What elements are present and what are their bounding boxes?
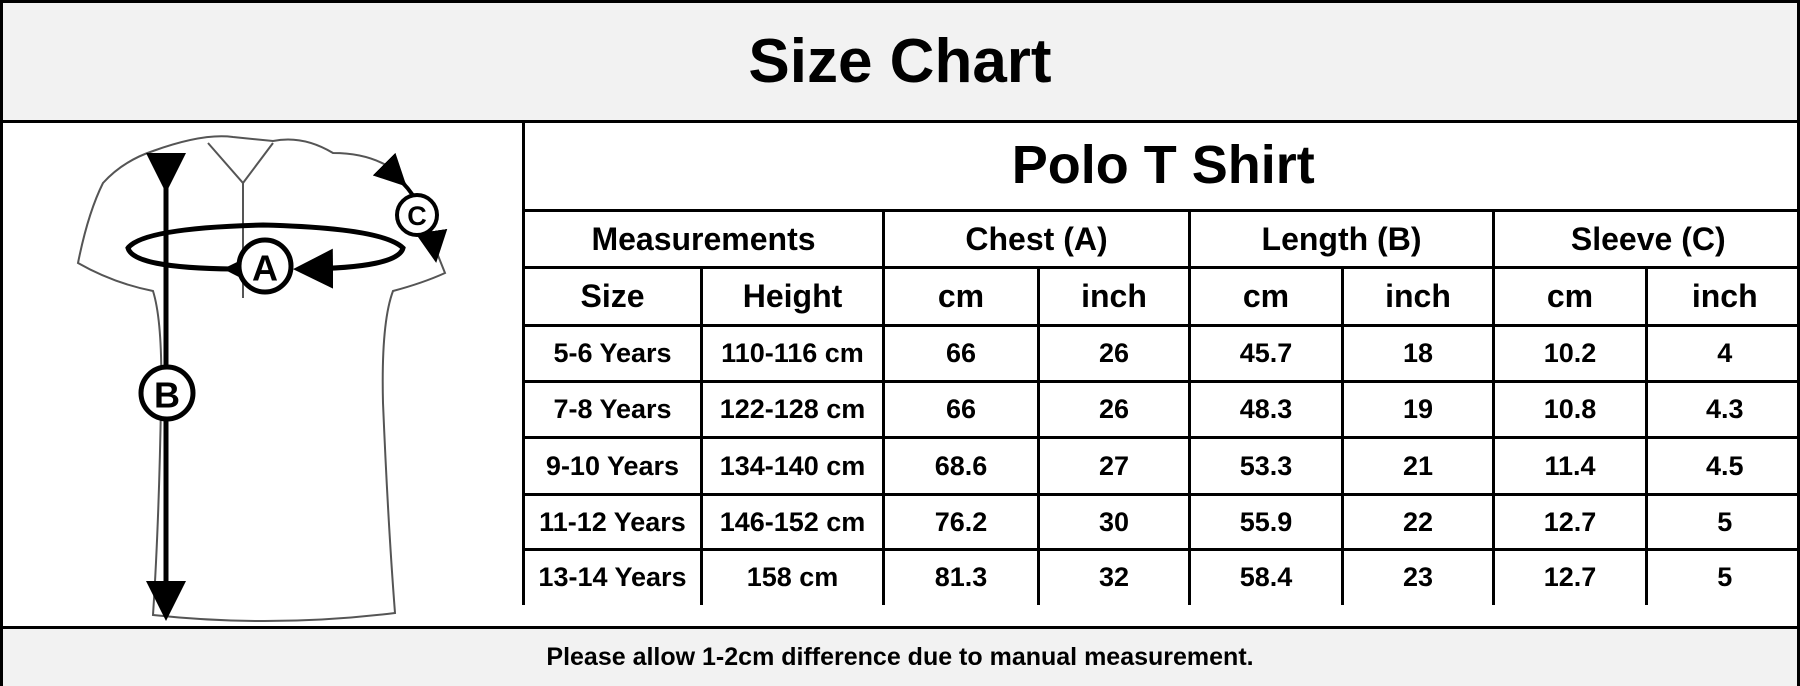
table-cell: 76.2 [882,493,1040,551]
table-cell: 146-152 cm [700,493,885,551]
table-cell: 11.4 [1492,436,1648,496]
table-row: 7-8 Years 122-128 cm 66 26 48.3 19 10.8 4.3 [522,380,1800,439]
table-cell: 26 [1037,380,1191,439]
table-cell: 158 cm [700,548,885,605]
table-row: Size Height cm inch cm inch cm inch [522,266,1800,327]
label-a: A [252,248,278,289]
table-cell: 134-140 cm [700,436,885,496]
table-cell: 27 [1037,436,1191,496]
group-header: Measurements [522,209,885,269]
table-row: Measurements Chest (A) Length (B) Sleeve (C… [522,209,1800,269]
table-cell: 7-8 Years [522,380,703,439]
table-cell: 18 [1341,324,1495,383]
label-circle [395,193,439,237]
table-row: 5-6 Years 110-116 cm 66 26 45.7 18 10.2 4 [522,324,1800,383]
table-cell: 5 [1645,493,1800,551]
table-cell: 122-128 cm [700,380,885,439]
table-cell: 13-14 Years [522,548,703,605]
group-header: Chest (A) [882,209,1191,269]
table-cell: 81.3 [882,548,1040,605]
column-header: cm [1188,266,1344,327]
column-header: Height [700,266,885,327]
table-cell: 58.4 [1188,548,1344,605]
table-cell: 4.3 [1645,380,1800,439]
table-cell: 12.7 [1492,493,1648,551]
shirt-outline [76,135,447,623]
column-header: inch [1037,266,1191,327]
label-c: C [407,201,427,231]
table-cell: 66 [882,324,1040,383]
table-cell: 4.5 [1645,436,1800,496]
label-circle [236,237,294,295]
column-header: cm [882,266,1040,327]
group-header: Length (B) [1188,209,1495,269]
footer-note: Please allow 1-2cm difference due to man… [3,626,1797,686]
column-header: inch [1341,266,1495,327]
label-b: B [154,375,180,416]
table-cell: 4 [1645,324,1800,383]
table-cell: 19 [1341,380,1495,439]
column-header: Size [522,266,703,327]
table-cell: 45.7 [1188,324,1344,383]
table-title: Polo T Shirt [522,120,1800,212]
table-cell: 23 [1341,548,1495,605]
title: Size Chart [3,3,1797,123]
table-row: Polo T Shirt [522,120,1800,212]
table-cell: 5 [1645,548,1800,605]
table-row: 11-12 Years 146-152 cm 76.2 30 55.9 22 12.7 5 [522,493,1800,551]
table-row: 13-14 Years 158 cm 81.3 32 58.4 23 12.7 5 [522,548,1800,605]
size-table: Polo T Shirt Measurements Chest (A) Length … [522,120,1800,605]
table-cell: 110-116 cm [700,324,885,383]
label-circle [138,364,196,422]
table-row: 9-10 Years 134-140 cm 68.6 27 53.3 21 11.4 4.5 [522,436,1800,496]
shirt-diagram: A B C [76,135,448,623]
table-cell: 12.7 [1492,548,1648,605]
column-header: inch [1645,266,1800,327]
group-header: Sleeve (C) [1492,209,1800,269]
table-cell: 10.8 [1492,380,1648,439]
table-cell: 10.2 [1492,324,1648,383]
column-header: cm [1492,266,1648,327]
table-cell: 55.9 [1188,493,1344,551]
table-cell: 30 [1037,493,1191,551]
table-cell: 26 [1037,324,1191,383]
table-cell: 48.3 [1188,380,1344,439]
table-cell: 21 [1341,436,1495,496]
table-cell: 32 [1037,548,1191,605]
table-cell: 11-12 Years [522,493,703,551]
table-cell: 68.6 [882,436,1040,496]
table-cell: 53.3 [1188,436,1344,496]
table-cell: 66 [882,380,1040,439]
table-cell: 9-10 Years [522,436,703,496]
table-cell: 22 [1341,493,1495,551]
table-cell: 5-6 Years [522,324,703,383]
